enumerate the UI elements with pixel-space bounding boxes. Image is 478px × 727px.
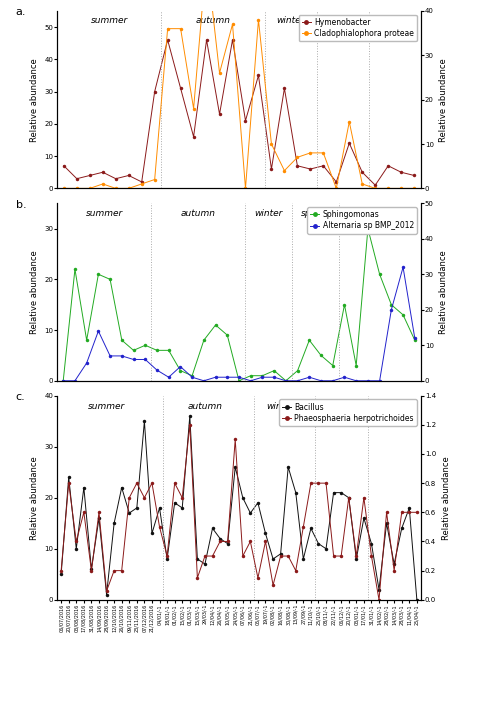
Y-axis label: Relative abundance: Relative abundance <box>439 57 448 142</box>
Y-axis label: Relative abundance: Relative abundance <box>30 456 39 539</box>
Text: spring: spring <box>329 16 357 25</box>
Text: autumn: autumn <box>196 16 230 25</box>
Text: summer: summer <box>91 16 128 25</box>
Text: summer: summer <box>88 402 125 411</box>
Y-axis label: Relative abundance: Relative abundance <box>30 57 39 142</box>
Y-axis label: Relative abundance: Relative abundance <box>442 456 451 539</box>
Text: b.: b. <box>16 200 26 210</box>
Text: summer: summer <box>376 402 413 411</box>
Text: c.: c. <box>16 392 25 401</box>
Text: winter: winter <box>277 16 305 25</box>
Legend: Hymenobacter, Cladophialophora proteae: Hymenobacter, Cladophialophora proteae <box>299 15 417 41</box>
Legend: Bacillus, Phaeosphaeria herpotrichoides: Bacillus, Phaeosphaeria herpotrichoides <box>279 400 417 426</box>
Text: autumn: autumn <box>187 402 222 411</box>
Text: winter: winter <box>254 209 282 217</box>
Text: summer: summer <box>86 209 123 217</box>
Text: autumn: autumn <box>181 209 216 217</box>
Text: spring: spring <box>327 402 355 411</box>
Text: a.: a. <box>16 7 26 17</box>
Text: spring: spring <box>301 209 329 217</box>
Text: summer: summer <box>376 16 413 25</box>
Text: summer: summer <box>367 209 404 217</box>
Text: winter: winter <box>266 402 295 411</box>
Y-axis label: Relative abundance: Relative abundance <box>439 250 448 334</box>
Legend: Sphingomonas, Alternaria sp BMP_2012: Sphingomonas, Alternaria sp BMP_2012 <box>307 207 417 233</box>
Y-axis label: Relative abundance: Relative abundance <box>30 250 39 334</box>
